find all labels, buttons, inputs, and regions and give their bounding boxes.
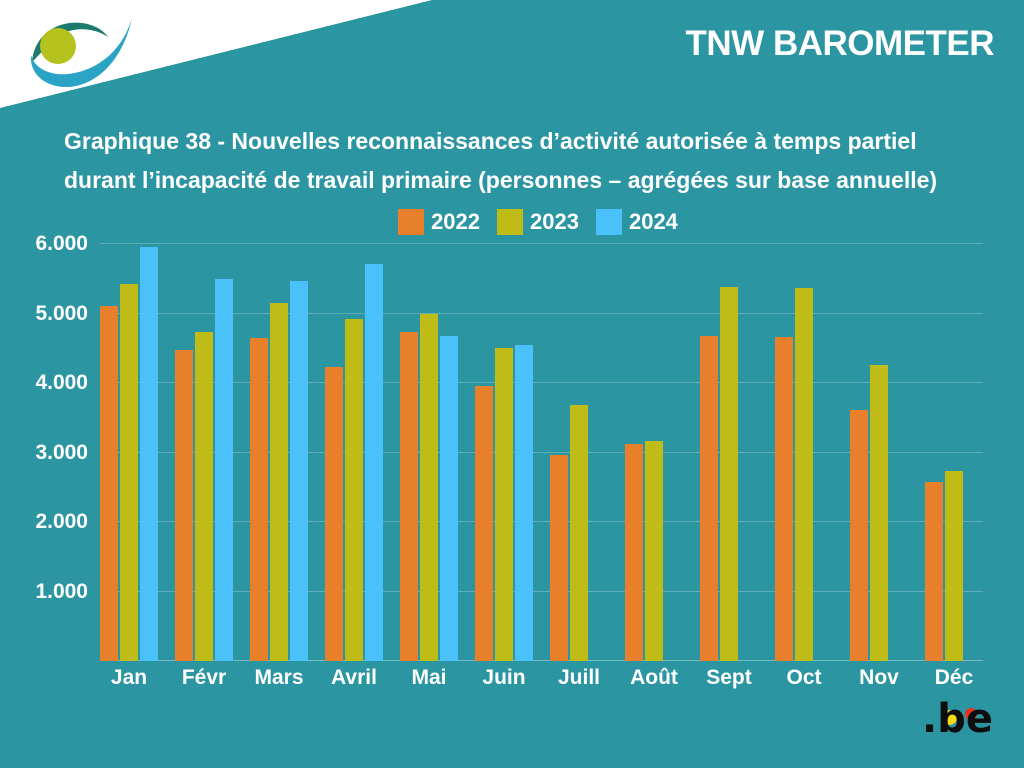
bar-2022-Mars <box>250 337 268 661</box>
y-tick-1000: 1.000 <box>35 579 88 603</box>
x-tick-Avril: Avril <box>331 666 377 689</box>
be-label: .be <box>922 696 993 742</box>
bar-group-Nov <box>850 244 908 661</box>
x-tick-Déc: Déc <box>934 666 974 689</box>
be-red-circle <box>965 708 977 720</box>
bar-2022-Mai <box>400 332 418 661</box>
bar-2024-Févr <box>215 278 233 661</box>
bar-group-Sept <box>700 244 758 661</box>
legend-item-2024: 2024 <box>595 209 678 235</box>
bar-2022-Déc <box>925 481 943 661</box>
bar-2024-Avril <box>365 264 383 661</box>
gridline-3000 <box>100 451 983 453</box>
x-tick-Juin: Juin <box>482 666 526 689</box>
plot-area <box>100 243 983 661</box>
y-tick-3000: 3.000 <box>35 440 88 464</box>
bar-2023-Oct <box>795 288 813 661</box>
legend-swatch-2022 <box>398 209 425 235</box>
y-tick-5000: 5.000 <box>35 301 88 325</box>
bar-2022-Sept <box>700 336 718 661</box>
legend-label-2024: 2024 <box>628 209 678 234</box>
bar-group-Févr <box>175 244 233 661</box>
gridline-4000 <box>100 382 983 383</box>
x-axis-line <box>100 660 983 661</box>
bar-2022-Jan <box>100 305 118 661</box>
legend: 2022 2023 2024 <box>26 209 1024 235</box>
legend-item-2023: 2023 <box>497 209 579 235</box>
bar-2023-Sept <box>720 287 738 661</box>
x-tick-Jan: Jan <box>110 666 148 689</box>
bar-2024-Juin <box>515 344 533 661</box>
bar-2023-Mars <box>270 303 288 661</box>
bar-2023-Juin <box>495 348 513 661</box>
bar-2023-Juill <box>570 405 588 661</box>
x-tick-Mai: Mai <box>411 666 447 689</box>
x-tick-Août: Août <box>630 666 678 689</box>
logo-swoosh-shape <box>30 18 132 88</box>
gridline-5000 <box>100 312 983 314</box>
brand-title: TNW BAROMETER <box>685 24 995 63</box>
chart-title-line1: Graphique 38 - Nouvelles reconnaissances… <box>64 128 917 154</box>
gridline-2000 <box>100 521 983 522</box>
x-tick-Juill: Juill <box>557 666 600 689</box>
legend-item-2022: 2022 <box>398 209 480 235</box>
legend-swatch-2024 <box>595 209 622 235</box>
bar-group-Déc <box>925 244 983 661</box>
legend-label-2022: 2022 <box>431 209 481 234</box>
bar-2022-Oct <box>775 337 793 661</box>
bar-2023-Nov <box>870 364 888 661</box>
bar-2022-Août <box>625 444 643 661</box>
bar-2023-Déc <box>945 470 963 661</box>
bar-2023-Mai <box>420 313 438 661</box>
chart-title-line2: durant l’incapacité de travail primaire … <box>64 167 938 193</box>
x-tick-Mars: Mars <box>254 666 304 689</box>
be-yellow-circle <box>942 710 957 725</box>
legend-swatch-2023 <box>497 209 524 235</box>
bar-chart: 6.000 5.000 4.000 3.000 2.000 1.000 <box>0 232 1024 661</box>
bar-2022-Juill <box>550 455 568 661</box>
bar-2023-Août <box>645 440 663 661</box>
bar-2022-Nov <box>850 410 868 661</box>
bar-2024-Jan <box>140 247 158 661</box>
y-tick-6000: 6.000 <box>35 232 88 255</box>
bar-group-Avril <box>325 244 383 661</box>
x-tick-Oct: Oct <box>786 666 822 689</box>
bar-2023-Avril <box>345 319 363 661</box>
dot-be-logo: .be <box>922 696 998 746</box>
chart-title: Graphique 38 - Nouvelles reconnaissances… <box>64 122 937 200</box>
gridline-1000 <box>100 590 983 592</box>
logo-olive-circle <box>40 28 76 64</box>
gridline-6000 <box>100 243 983 244</box>
bar-2024-Mars <box>290 280 308 661</box>
bar-group-Jan <box>100 244 158 661</box>
social-security-eye-logo <box>30 18 132 88</box>
y-tick-2000: 2.000 <box>35 510 88 533</box>
bar-2022-Févr <box>175 349 193 661</box>
bar-group-Juin <box>475 244 533 661</box>
bar-2022-Avril <box>325 367 343 661</box>
bar-group-Juill <box>550 244 608 661</box>
x-axis-labels: Jan Févr Mars Avril Mai Juin Juill Août Sept Oct N… <box>100 666 983 690</box>
x-tick-Sept: Sept <box>706 666 752 689</box>
legend-label-2023: 2023 <box>530 209 579 234</box>
bar-group-Oct <box>775 244 833 661</box>
x-tick-Févr: Févr <box>181 666 227 689</box>
bar-2024-Mai <box>440 336 458 661</box>
bar-group-Mars <box>250 244 308 661</box>
bar-group-Mai <box>400 244 458 661</box>
bar-groups <box>100 244 983 661</box>
bar-group-Août <box>625 244 683 661</box>
y-tick-4000: 4.000 <box>35 371 88 394</box>
bar-2022-Juin <box>475 386 493 661</box>
bar-2023-Févr <box>195 332 213 661</box>
x-tick-Nov: Nov <box>859 666 899 689</box>
bar-2023-Jan <box>120 284 138 661</box>
